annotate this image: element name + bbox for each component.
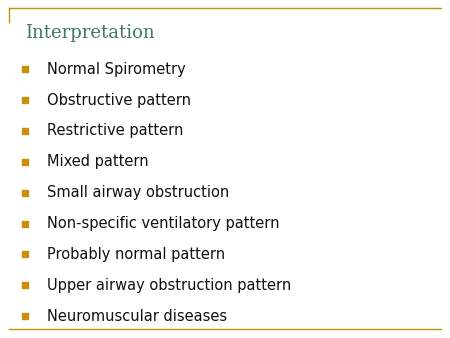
- Text: Mixed pattern: Mixed pattern: [47, 154, 149, 169]
- Text: Neuromuscular diseases: Neuromuscular diseases: [47, 309, 227, 323]
- Text: Restrictive pattern: Restrictive pattern: [47, 123, 184, 139]
- Text: Upper airway obstruction pattern: Upper airway obstruction pattern: [47, 278, 292, 293]
- Text: Probably normal pattern: Probably normal pattern: [47, 247, 225, 262]
- Text: Obstructive pattern: Obstructive pattern: [47, 93, 191, 107]
- Text: Non-specific ventilatory pattern: Non-specific ventilatory pattern: [47, 216, 280, 231]
- Text: Normal Spirometry: Normal Spirometry: [47, 62, 186, 77]
- Text: Interpretation: Interpretation: [25, 24, 154, 42]
- Text: Small airway obstruction: Small airway obstruction: [47, 185, 230, 200]
